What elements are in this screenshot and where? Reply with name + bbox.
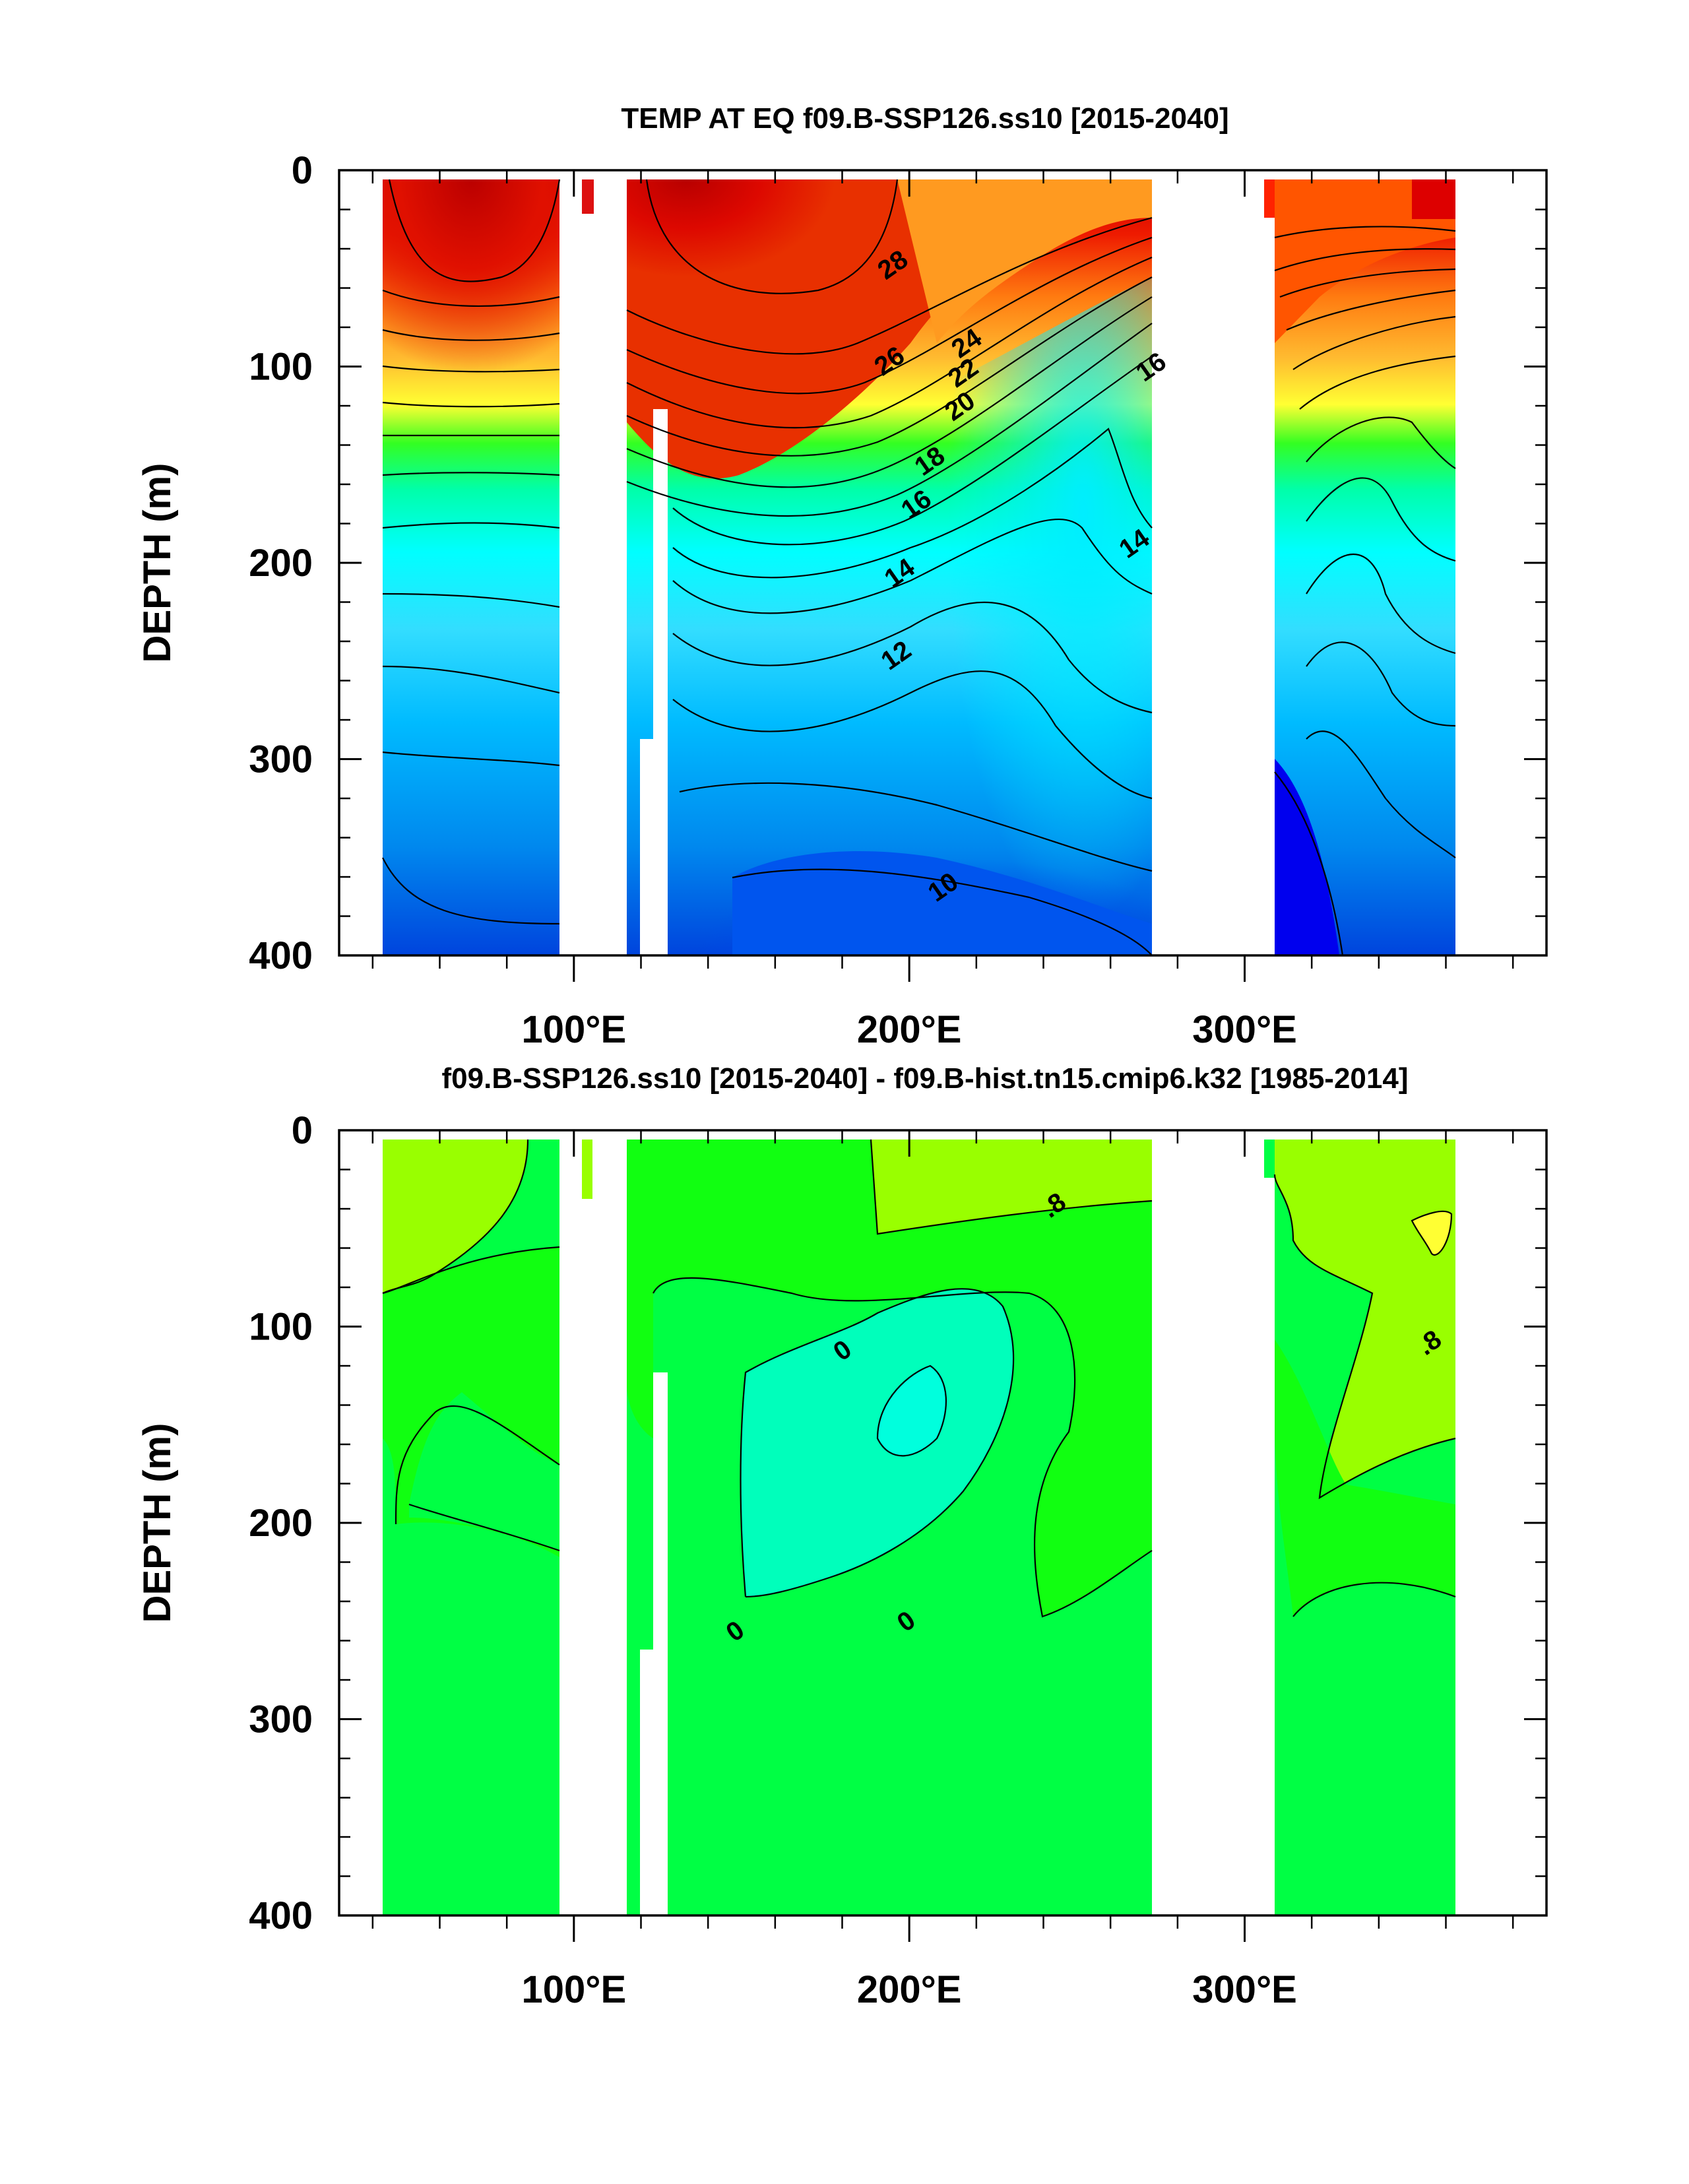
x-tick-label: 300°E xyxy=(1192,1008,1297,1051)
y-tick-label: 300 xyxy=(249,1698,313,1741)
y-tick-label: 300 xyxy=(249,738,313,781)
y-tick-label: 100 xyxy=(249,346,313,389)
y-tick-label: 400 xyxy=(249,934,313,977)
x-tick-labels-2: 100°E 200°E 300°E xyxy=(522,1968,1297,2011)
x-tick-label: 200°E xyxy=(857,1968,962,2011)
temperature-difference-panel: f09.B-SSP126.ss10 [2015-2040] - f09.B-hi… xyxy=(136,1062,1548,2011)
x-tick-label: 300°E xyxy=(1192,1968,1297,2011)
y-tick-label: 0 xyxy=(292,149,313,192)
y-tick-label: 200 xyxy=(249,1502,313,1545)
x-tick-label: 100°E xyxy=(522,1008,627,1051)
x-tick-labels-1: 100°E 200°E 300°E xyxy=(522,1008,1297,1051)
y-tick-labels-1: 0 100 200 300 400 xyxy=(249,149,313,977)
x-tick-label: 200°E xyxy=(857,1008,962,1051)
axis-ticks-1 xyxy=(339,169,1546,982)
y-tick-label: 0 xyxy=(292,1109,313,1152)
y-tick-label: 400 xyxy=(249,1894,313,1937)
y-tick-labels-2: 0 100 200 300 400 xyxy=(249,1109,313,1937)
y-axis-label-2: DEPTH (m) xyxy=(136,1423,179,1623)
temperature-panel: TEMP AT EQ f09.B-SSP126.ss10 [2015-2040] xyxy=(136,102,1548,1051)
difference-contour-lines xyxy=(382,1139,1456,1618)
temperature-fill xyxy=(383,179,1455,957)
y-tick-label: 200 xyxy=(249,542,313,585)
y-axis-label-1: DEPTH (m) xyxy=(136,463,179,663)
difference-fill xyxy=(383,1140,1455,1915)
axis-ticks-2 xyxy=(339,1129,1546,1942)
y-tick-label: 100 xyxy=(249,1306,313,1349)
panel-2-title: f09.B-SSP126.ss10 [2015-2040] - f09.B-hi… xyxy=(442,1062,1409,1095)
x-tick-label: 100°E xyxy=(522,1968,627,2011)
panel-1-title: TEMP AT EQ f09.B-SSP126.ss10 [2015-2040] xyxy=(621,102,1228,135)
isotherm-lines xyxy=(382,179,1456,956)
